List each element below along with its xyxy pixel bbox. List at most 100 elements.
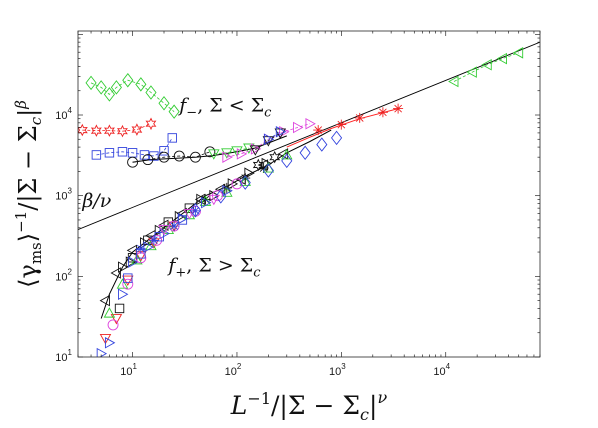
x-tick-label: 101 bbox=[120, 362, 137, 378]
data-point bbox=[331, 130, 343, 146]
data-point bbox=[275, 125, 287, 138]
data-point bbox=[262, 163, 274, 178]
data-point bbox=[127, 156, 139, 168]
data-series bbox=[127, 146, 216, 168]
data-point bbox=[128, 256, 139, 268]
x-tick-label: 102 bbox=[225, 362, 242, 378]
data-point bbox=[159, 146, 169, 156]
data-point bbox=[190, 205, 201, 216]
data-point bbox=[131, 123, 143, 136]
data-series bbox=[114, 203, 195, 314]
series-dashed-line bbox=[213, 147, 249, 155]
data-point bbox=[158, 95, 170, 111]
data-point bbox=[142, 154, 154, 166]
data-point bbox=[512, 47, 524, 59]
f-minus-annotation: f−, Σ < Σc bbox=[177, 95, 272, 121]
data-point bbox=[145, 85, 157, 100]
data-point bbox=[158, 225, 170, 236]
data-point bbox=[110, 314, 123, 325]
axis-ticks bbox=[77, 31, 541, 358]
branch-curve bbox=[132, 135, 287, 163]
data-point bbox=[336, 119, 347, 130]
data-series bbox=[249, 128, 287, 156]
data-series bbox=[78, 117, 157, 138]
data-point bbox=[263, 133, 275, 146]
series-dashed-line bbox=[96, 137, 173, 157]
data-point bbox=[103, 307, 116, 318]
data-point bbox=[131, 253, 143, 265]
data-point bbox=[377, 107, 388, 118]
data-point bbox=[244, 167, 255, 179]
data-point bbox=[96, 347, 108, 357]
data-point bbox=[135, 243, 146, 254]
data-point bbox=[231, 178, 243, 190]
data-point bbox=[122, 72, 134, 88]
data-point bbox=[122, 275, 134, 286]
data-point bbox=[78, 123, 88, 137]
data-point bbox=[281, 153, 293, 169]
data-series bbox=[448, 47, 524, 88]
data-point bbox=[103, 124, 115, 137]
data-point bbox=[204, 146, 216, 158]
labels: 101 102 103 104 101 102 103 104 L−1/|Σ − Σc|ν ⟨γm… bbox=[12, 95, 451, 424]
y-axis-label: ⟨γms⟩−1/|Σ − Σc|β bbox=[12, 100, 45, 288]
data-point bbox=[168, 104, 180, 119]
data-point bbox=[114, 303, 125, 314]
data-point bbox=[281, 148, 293, 160]
data-point bbox=[227, 178, 239, 190]
f-plus-annotation: f+, Σ > Σc bbox=[166, 254, 261, 280]
data-point bbox=[215, 189, 227, 204]
data-point bbox=[99, 294, 110, 307]
data-point bbox=[103, 87, 115, 102]
data-point bbox=[354, 112, 365, 123]
data-point bbox=[159, 227, 170, 240]
plot-area bbox=[78, 41, 540, 357]
data-point bbox=[299, 145, 311, 161]
data-point bbox=[169, 221, 180, 232]
data-series bbox=[313, 103, 404, 136]
data-point bbox=[140, 237, 151, 249]
data-point bbox=[167, 133, 177, 143]
data-point bbox=[90, 124, 102, 137]
data-point bbox=[116, 278, 129, 289]
data-point bbox=[91, 150, 102, 160]
data-point bbox=[239, 175, 251, 190]
x-tick-label: 104 bbox=[433, 362, 450, 378]
data-point bbox=[316, 137, 328, 152]
x-axis-label: L−1/|Σ − Σc|ν bbox=[230, 388, 388, 424]
data-point bbox=[110, 80, 122, 95]
series-dashed-line bbox=[132, 151, 211, 163]
series-dashed-line bbox=[453, 52, 519, 82]
data-point bbox=[208, 149, 220, 160]
data-series bbox=[85, 72, 180, 119]
data-point bbox=[201, 196, 212, 209]
slope-annotation: β/ν bbox=[81, 190, 111, 212]
data-series bbox=[99, 221, 180, 345]
series-dashed-line bbox=[90, 79, 175, 113]
data-point bbox=[249, 145, 262, 156]
data-point bbox=[222, 151, 233, 163]
data-point bbox=[135, 77, 147, 92]
data-point bbox=[173, 150, 185, 162]
data-point bbox=[123, 273, 133, 283]
data-point bbox=[118, 288, 129, 300]
reference-power-law-line bbox=[78, 41, 540, 230]
data-point bbox=[107, 319, 119, 331]
data-point bbox=[269, 150, 281, 164]
data-point bbox=[154, 231, 164, 242]
data-series bbox=[135, 205, 201, 254]
y-tick-label: 101 bbox=[55, 348, 72, 364]
data-point bbox=[104, 337, 116, 349]
data-point bbox=[466, 66, 477, 78]
y-tick-label: 102 bbox=[55, 267, 72, 283]
data-point bbox=[231, 146, 243, 157]
data-point bbox=[250, 143, 262, 155]
data-point bbox=[148, 235, 159, 246]
axes-frame bbox=[77, 30, 541, 358]
data-point bbox=[117, 147, 128, 157]
data-point bbox=[117, 124, 128, 138]
branch-curve bbox=[286, 108, 399, 148]
data-point bbox=[496, 52, 507, 65]
data-point bbox=[184, 203, 195, 213]
